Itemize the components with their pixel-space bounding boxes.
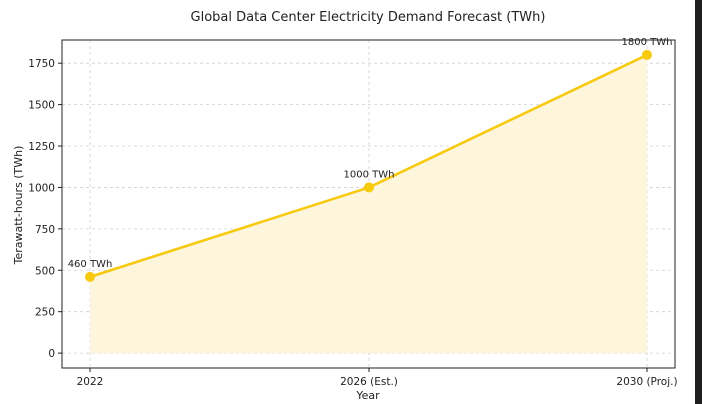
plot-area: 460 TWh 1000 TWh 1800 TWh 0 250 500 750 1000 125… xyxy=(28,37,677,388)
x-tick-label: 2030 (Proj.) xyxy=(616,376,677,388)
y-tick-label: 1750 xyxy=(28,58,55,70)
x-tick-label: 2022 xyxy=(77,376,104,388)
data-label: 1000 TWh xyxy=(344,169,395,180)
y-tick-label: 750 xyxy=(35,224,55,236)
y-tick-label: 1000 xyxy=(28,182,55,194)
x-tick-label: 2026 (Est.) xyxy=(340,376,398,388)
data-point xyxy=(642,49,652,60)
data-point xyxy=(85,271,95,282)
y-tick-label: 250 xyxy=(35,307,55,319)
y-tick-label: 500 xyxy=(35,265,55,277)
data-label: 1800 TWh xyxy=(622,37,673,48)
data-label: 460 TWh xyxy=(68,259,113,270)
y-axis-label: Terawatt-hours (TWh) xyxy=(12,146,25,266)
data-point xyxy=(364,182,374,193)
chart-title: Global Data Center Electricity Demand Fo… xyxy=(191,10,546,25)
area-fill xyxy=(90,54,647,354)
x-axis-label: Year xyxy=(355,389,380,402)
y-tick-label: 1250 xyxy=(28,141,55,153)
y-tick-label: 1500 xyxy=(28,100,55,112)
y-tick-label: 0 xyxy=(48,348,55,360)
